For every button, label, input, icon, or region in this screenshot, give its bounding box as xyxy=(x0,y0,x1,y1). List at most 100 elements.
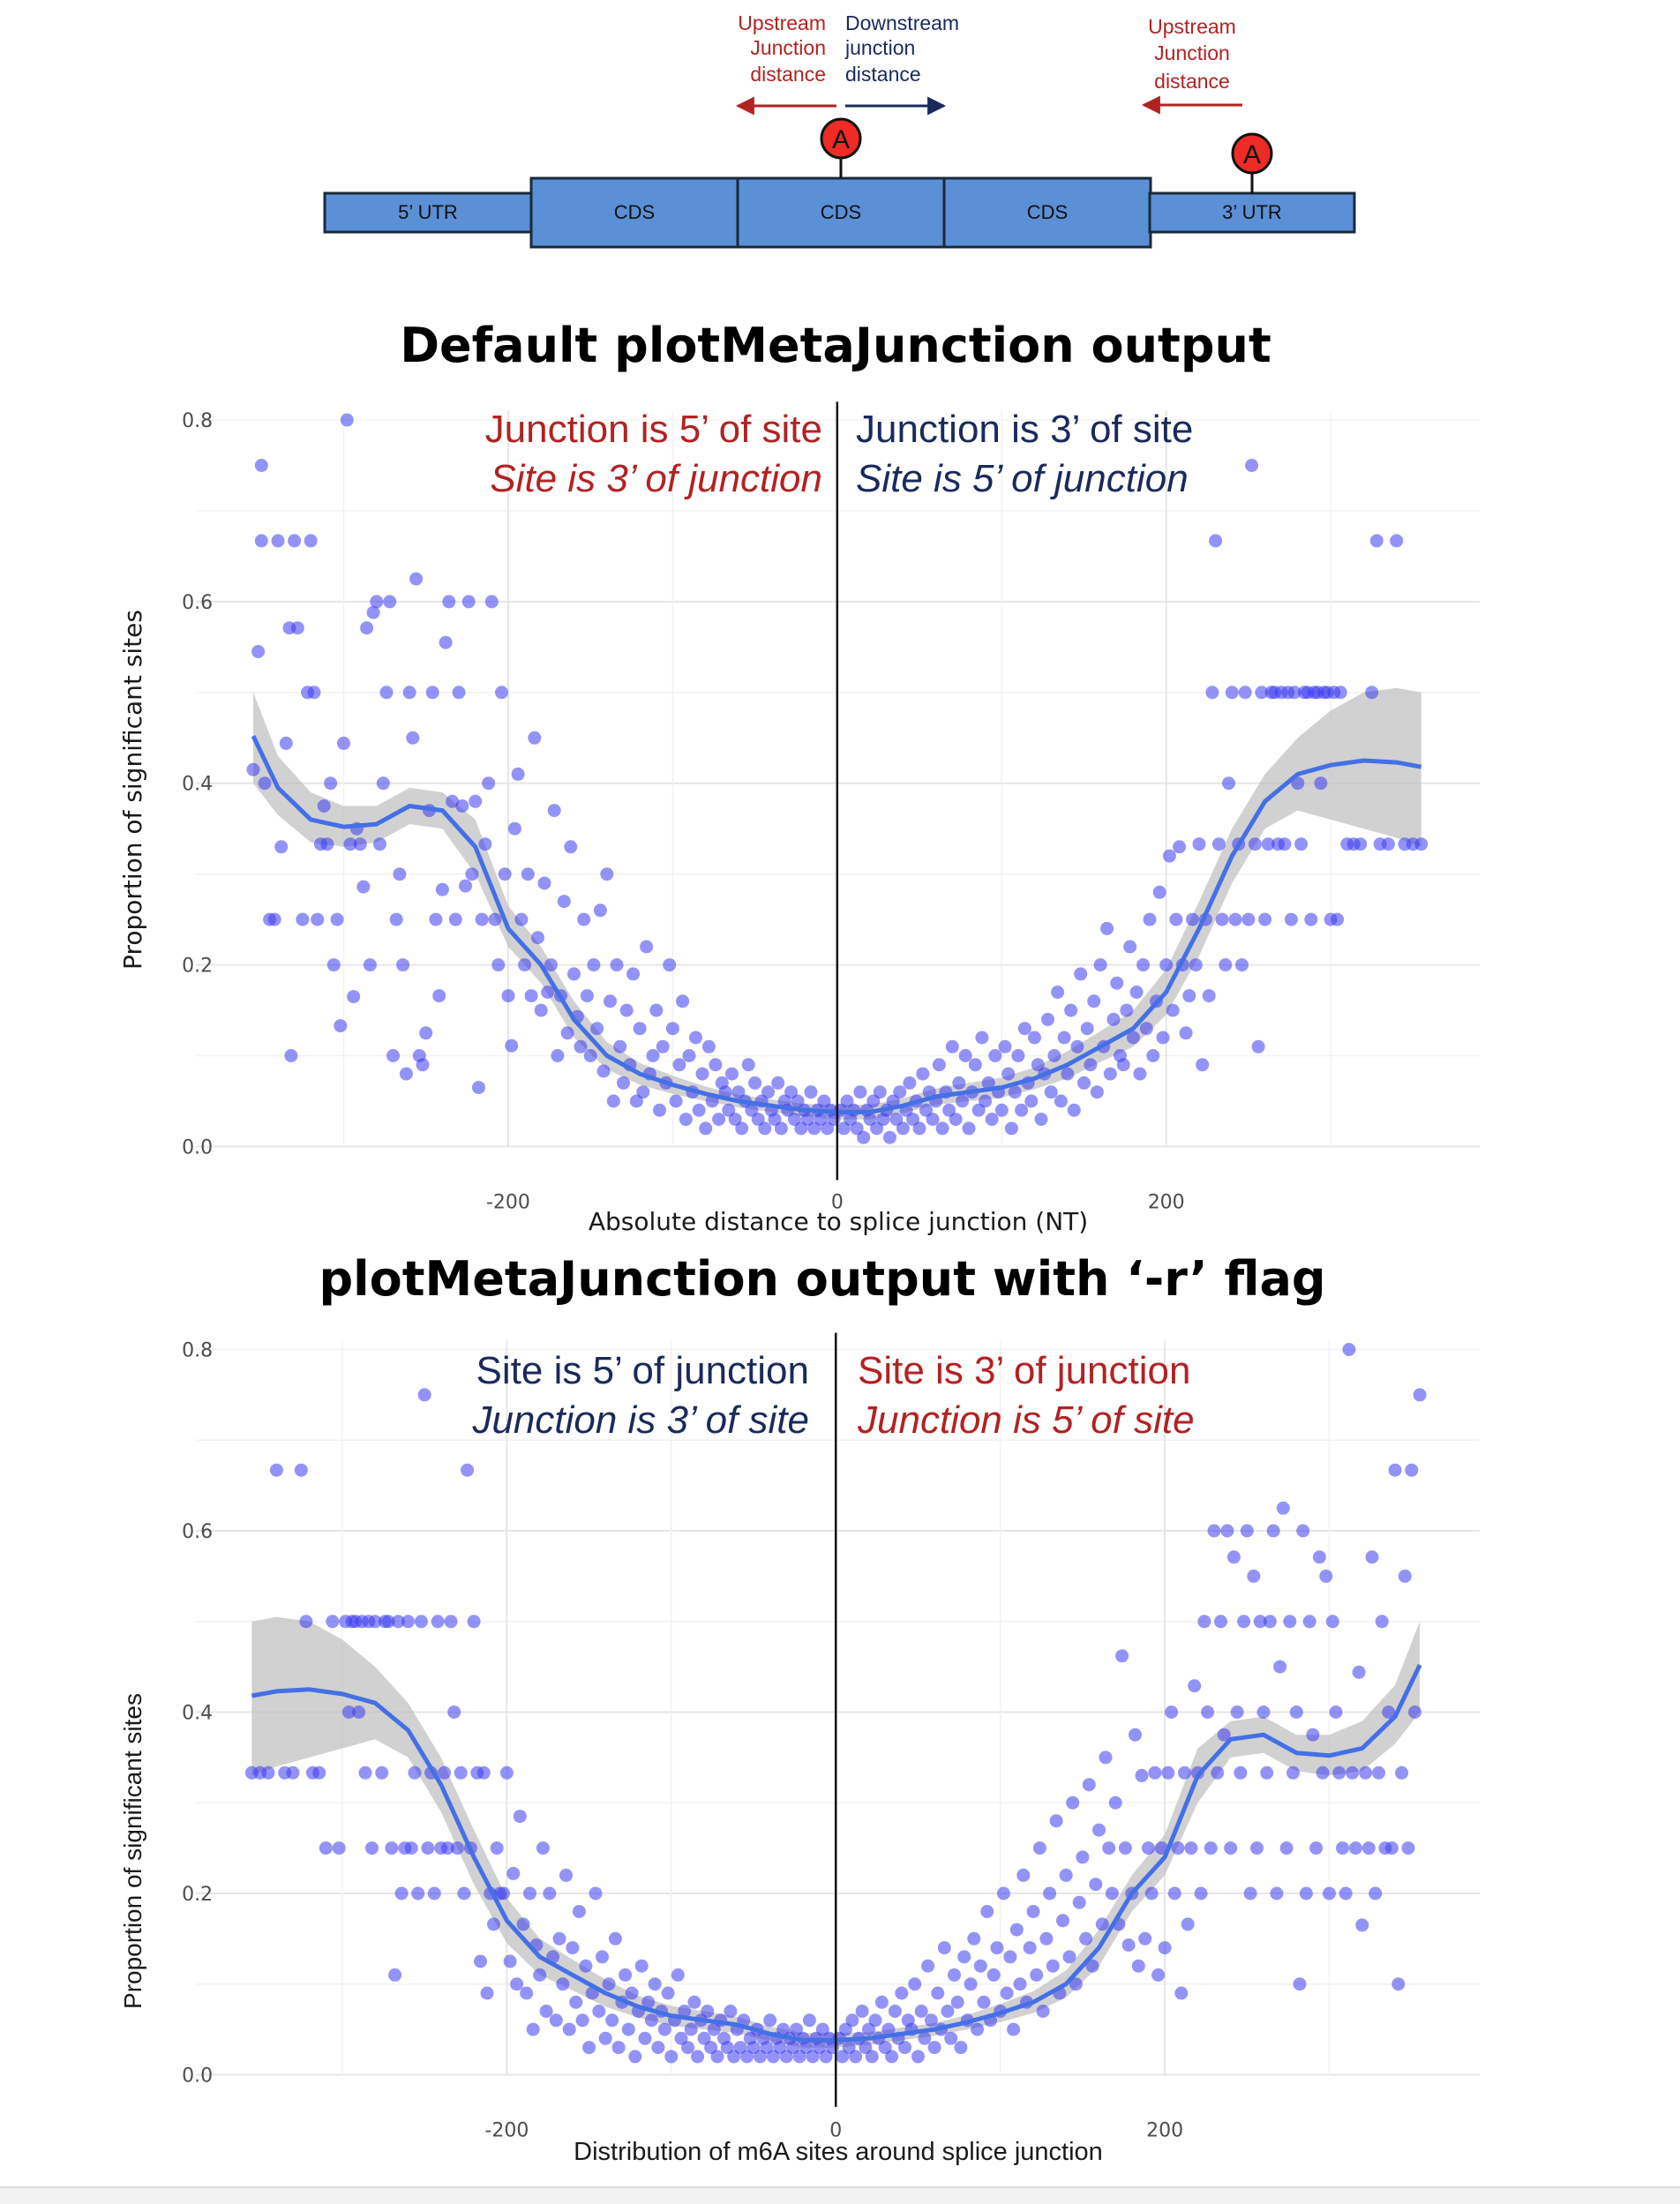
data-point xyxy=(480,1986,494,2000)
annotation-left-line2: Junction is 3’ of site xyxy=(471,1398,809,1442)
data-point xyxy=(633,1022,647,1036)
data-point xyxy=(676,994,690,1008)
data-point xyxy=(1306,1728,1320,1742)
data-point xyxy=(748,1076,762,1090)
data-point xyxy=(580,989,594,1003)
data-point xyxy=(373,837,386,851)
data-point xyxy=(1044,1085,1058,1099)
data-point xyxy=(701,2005,715,2018)
data-point xyxy=(1296,1524,1310,1538)
data-point xyxy=(1408,1705,1421,1719)
data-point xyxy=(608,1931,622,1945)
data-point xyxy=(863,1113,877,1127)
data-point xyxy=(459,879,472,893)
data-point xyxy=(998,1039,1012,1053)
data-point xyxy=(340,413,354,427)
data-point xyxy=(1325,1615,1339,1629)
data-point xyxy=(1084,1058,1098,1072)
y-tick-label: 0.8 xyxy=(182,410,213,432)
data-point xyxy=(254,459,268,472)
data-point xyxy=(497,1886,511,1900)
data-point xyxy=(1129,1728,1142,1742)
data-point xyxy=(857,1130,871,1144)
data-point xyxy=(1121,1938,1136,1952)
data-point xyxy=(968,1058,982,1072)
data-point xyxy=(988,1049,1002,1062)
data-point xyxy=(733,2041,747,2055)
data-point xyxy=(1294,837,1309,851)
data-point xyxy=(1004,1121,1018,1136)
data-point xyxy=(817,1094,831,1108)
data-point xyxy=(636,1085,650,1099)
data-point xyxy=(399,1067,413,1081)
data-point xyxy=(1041,1012,1054,1026)
data-point xyxy=(1032,1841,1046,1855)
data-point xyxy=(981,1076,995,1090)
data-point xyxy=(626,967,641,981)
data-point xyxy=(388,1968,402,1982)
data-point xyxy=(1110,976,1124,990)
x-tick-label: 0 xyxy=(831,1191,844,1213)
data-point xyxy=(821,1121,835,1136)
data-point xyxy=(358,1765,372,1780)
data-point xyxy=(557,895,571,909)
data-point xyxy=(1036,2005,1050,2018)
data-point xyxy=(299,1615,313,1629)
annotation-left: Junction is 5’ of site Site is 3’ of jun… xyxy=(485,408,822,500)
data-point xyxy=(896,1121,910,1136)
data-point xyxy=(461,1463,475,1477)
data-point xyxy=(691,2050,705,2064)
data-point xyxy=(1151,1968,1166,1982)
segment-label: 5’ UTR xyxy=(398,201,458,223)
data-point xyxy=(807,1121,821,1136)
data-point xyxy=(394,1886,409,1900)
data-point xyxy=(352,1705,366,1719)
x-tick-label: 200 xyxy=(1148,1191,1185,1213)
data-point xyxy=(1007,2022,1021,2036)
data-point xyxy=(1169,912,1183,926)
data-point xyxy=(774,1121,788,1136)
y-tick-label: 0.8 xyxy=(182,1340,213,1362)
data-point xyxy=(1108,1795,1122,1810)
data-point xyxy=(1214,1615,1227,1629)
data-point xyxy=(324,776,338,791)
data-point xyxy=(454,1765,468,1780)
data-point xyxy=(1046,1959,1060,1973)
annotation-left-line1: Site is 5’ of junction xyxy=(476,1349,809,1392)
data-point xyxy=(1391,1977,1406,1991)
data-point xyxy=(1258,912,1272,926)
data-point xyxy=(511,767,525,781)
data-point xyxy=(1165,1705,1179,1719)
data-point xyxy=(389,912,403,926)
data-point xyxy=(942,1103,956,1117)
data-point xyxy=(1355,1918,1369,1932)
chart-r-flag-output: plotMetaJunction output with ‘-r’ flag 0… xyxy=(119,1251,1481,2166)
segment-3utr: 3’ UTR xyxy=(1148,191,1356,234)
data-point xyxy=(1074,967,1088,981)
data-point xyxy=(859,2041,873,2055)
data-point xyxy=(1299,1886,1313,1900)
data-point xyxy=(427,1886,441,1900)
data-point xyxy=(406,731,420,745)
data-point xyxy=(994,1103,1009,1117)
data-point xyxy=(332,1841,346,1855)
data-point xyxy=(429,912,443,926)
data-point xyxy=(804,1085,818,1099)
data-point xyxy=(1270,1886,1284,1900)
data-point xyxy=(1369,534,1384,548)
data-point xyxy=(1225,686,1239,700)
data-point xyxy=(598,2031,612,2045)
data-point xyxy=(562,2022,576,2036)
data-point xyxy=(334,1019,348,1033)
data-point xyxy=(1135,1768,1149,1782)
data-point xyxy=(1197,1615,1211,1629)
annotation-left-line2: Site is 3’ of junction xyxy=(490,457,822,500)
chart-title: Default plotMetaJunction output xyxy=(400,318,1271,373)
data-point xyxy=(471,1081,485,1095)
data-point xyxy=(341,1705,356,1719)
data-point xyxy=(1024,1094,1039,1108)
data-point xyxy=(1080,1022,1094,1036)
data-point xyxy=(886,1094,900,1108)
data-point xyxy=(1245,459,1259,472)
data-point xyxy=(409,572,424,586)
